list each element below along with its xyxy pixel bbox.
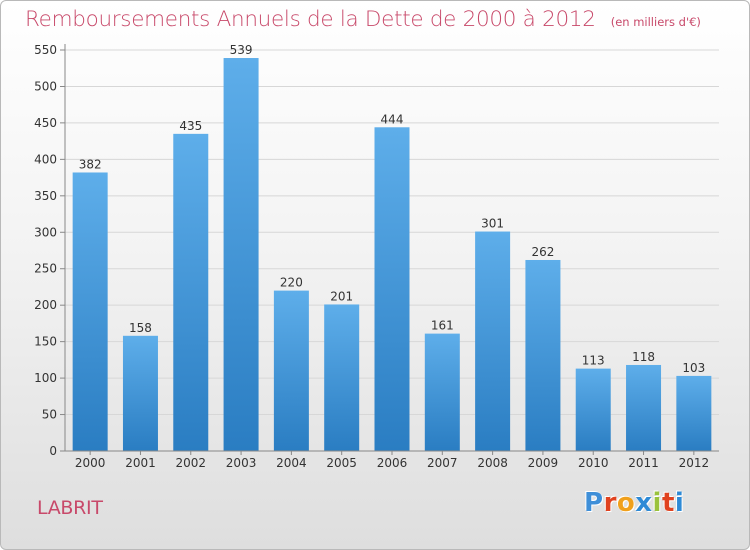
y-tick-label: 150 bbox=[34, 335, 57, 349]
logo-letter: x bbox=[635, 488, 653, 518]
x-tick-label: 2003 bbox=[226, 456, 257, 470]
bar-2012 bbox=[676, 375, 712, 451]
x-tick-label: 2000 bbox=[75, 456, 106, 470]
x-tick-label: 2006 bbox=[377, 456, 408, 470]
x-tick-label: 2004 bbox=[276, 456, 307, 470]
logo-letter: i bbox=[652, 488, 662, 518]
chart-title-unit: (en milliers d'€) bbox=[610, 15, 701, 29]
y-tick-label: 450 bbox=[34, 116, 57, 130]
y-tick-label: 50 bbox=[42, 408, 57, 422]
chart-title-main: Remboursements Annuels de la Dette de 20… bbox=[25, 7, 596, 32]
data-label: 444 bbox=[381, 112, 404, 126]
y-tick-label: 200 bbox=[34, 298, 57, 312]
logo-letter: i bbox=[674, 488, 685, 518]
bar-2000 bbox=[72, 172, 108, 451]
data-label: 262 bbox=[531, 245, 554, 259]
logo-letter: r bbox=[603, 488, 617, 518]
bar-2005 bbox=[324, 304, 360, 451]
x-tick-label: 2002 bbox=[175, 456, 206, 470]
y-tick-label: 550 bbox=[34, 43, 57, 57]
chart-title: Remboursements Annuels de la Dette de 20… bbox=[25, 7, 701, 32]
proxiti-logo[interactable]: Proxiti bbox=[584, 488, 684, 518]
commune-name: LABRIT bbox=[37, 497, 103, 519]
x-tick-label: 2007 bbox=[427, 456, 458, 470]
logo-letter: o bbox=[616, 488, 636, 518]
x-tick-label: 2012 bbox=[679, 456, 710, 470]
y-tick-label: 400 bbox=[34, 152, 57, 166]
data-label: 382 bbox=[79, 157, 102, 171]
y-tick-label: 350 bbox=[34, 189, 57, 203]
data-label: 113 bbox=[582, 354, 605, 368]
data-label: 158 bbox=[129, 321, 152, 335]
x-tick-label: 2010 bbox=[578, 456, 609, 470]
bar-2008 bbox=[475, 231, 511, 451]
axes: 0 50 100 150 200 250 300 350 400 450 500 550 2000 200… bbox=[34, 43, 719, 470]
data-label: 161 bbox=[431, 319, 454, 333]
data-label: 301 bbox=[481, 217, 504, 231]
x-tick-label: 2001 bbox=[125, 456, 156, 470]
bar-2007 bbox=[424, 333, 460, 451]
bar-2003 bbox=[223, 58, 259, 452]
bars: 382 158 435 539 220 201 444 161 301 262 113 118 103 bbox=[72, 43, 712, 452]
x-tick-label: 2011 bbox=[628, 456, 659, 470]
y-tick-label: 500 bbox=[34, 79, 57, 93]
y-tick-label: 0 bbox=[49, 444, 57, 458]
data-label: 220 bbox=[280, 276, 303, 290]
bar-2010 bbox=[575, 368, 611, 451]
x-tick-label: 2005 bbox=[326, 456, 357, 470]
bar-2011 bbox=[626, 364, 662, 451]
data-label: 539 bbox=[230, 43, 253, 57]
bar-2001 bbox=[122, 335, 158, 451]
data-label: 201 bbox=[330, 289, 353, 303]
y-tick-label: 250 bbox=[34, 262, 57, 276]
bar-2006 bbox=[374, 127, 410, 452]
logo-letter: P bbox=[584, 488, 604, 518]
bar-2009 bbox=[525, 259, 561, 451]
y-tick-label: 300 bbox=[34, 225, 57, 239]
logo-letter: t bbox=[661, 488, 675, 518]
data-label: 103 bbox=[682, 361, 705, 375]
y-tick-label: 100 bbox=[34, 371, 57, 385]
data-label: 435 bbox=[179, 119, 202, 133]
bar-2004 bbox=[273, 290, 309, 451]
bar-2002 bbox=[173, 133, 209, 451]
x-tick-label: 2009 bbox=[528, 456, 559, 470]
x-tick-label: 2008 bbox=[477, 456, 508, 470]
data-label: 118 bbox=[632, 350, 655, 364]
